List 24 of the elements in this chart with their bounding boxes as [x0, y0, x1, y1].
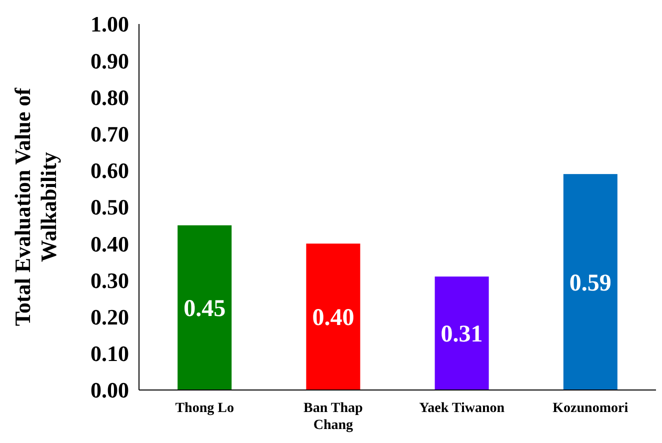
y-tick-label: 0.30	[90, 268, 129, 293]
y-tick-label: 0.00	[90, 378, 129, 403]
y-tick-label: 0.20	[90, 304, 129, 330]
y-tick-label: 0.50	[90, 194, 129, 220]
x-tick-label: Thong Lo	[175, 401, 234, 416]
bar	[306, 244, 360, 390]
y-tick-label: 0.80	[90, 84, 129, 110]
bar	[434, 276, 489, 390]
data-label: 0.59	[569, 270, 612, 296]
data-label: 0.31	[440, 322, 483, 348]
bar	[563, 174, 618, 390]
y-tick-label: 0.10	[90, 341, 129, 366]
x-tick-label: Yaek Tiwanon	[419, 401, 505, 416]
data-label: 0.40	[312, 305, 354, 332]
bar	[178, 225, 232, 390]
y-tick-label: 0.90	[90, 48, 129, 74]
y-tick-label: 0.60	[90, 158, 129, 184]
data-label: 0.45	[184, 296, 226, 322]
y-tick-label: 0.70	[90, 122, 129, 146]
y-tick-label: 1.00	[90, 12, 129, 37]
y-axis-title: Total Evaluation Value of Walkability	[10, 87, 61, 326]
x-tick-label: Ban Thap Chang	[304, 401, 364, 433]
y-tick-label: 0.40	[90, 231, 129, 256]
x-tick-label: Kozunomori	[552, 401, 628, 416]
